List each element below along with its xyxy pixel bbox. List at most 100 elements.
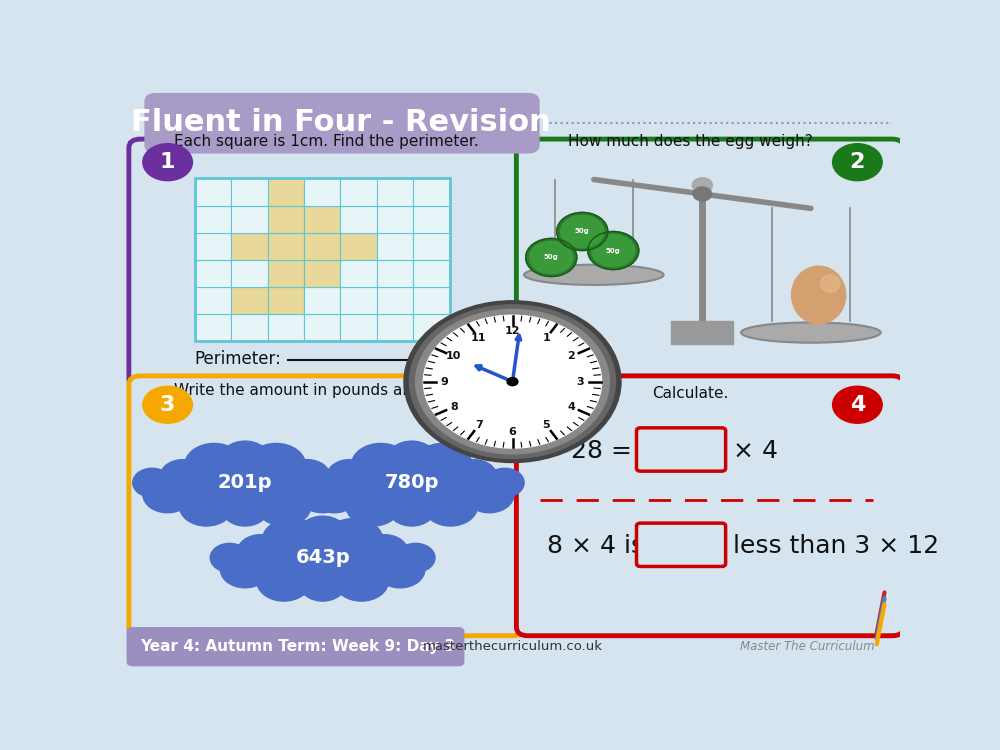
Text: 2: 2 <box>850 152 865 172</box>
Circle shape <box>344 536 409 585</box>
Text: 6: 6 <box>509 427 516 437</box>
Circle shape <box>143 386 192 423</box>
Text: 8 × 4 is: 8 × 4 is <box>547 534 644 558</box>
Circle shape <box>693 187 712 201</box>
Text: Fluent in Four - Revision: Fluent in Four - Revision <box>131 109 550 137</box>
Circle shape <box>346 485 400 526</box>
Circle shape <box>404 301 621 463</box>
Bar <box>231 260 268 287</box>
Circle shape <box>143 144 192 181</box>
Circle shape <box>185 443 244 488</box>
Ellipse shape <box>821 274 840 292</box>
Ellipse shape <box>792 266 846 324</box>
Bar <box>413 314 450 341</box>
Text: 28 =: 28 = <box>571 439 632 463</box>
FancyBboxPatch shape <box>637 524 726 566</box>
FancyBboxPatch shape <box>516 139 904 388</box>
Circle shape <box>325 461 390 510</box>
Ellipse shape <box>741 322 881 343</box>
Text: 4: 4 <box>567 402 575 412</box>
Circle shape <box>561 215 604 248</box>
Circle shape <box>236 536 301 585</box>
Circle shape <box>326 460 373 494</box>
Bar <box>268 260 304 287</box>
Bar <box>268 232 304 260</box>
FancyBboxPatch shape <box>127 627 464 666</box>
Bar <box>377 260 413 287</box>
Text: 12: 12 <box>505 326 520 336</box>
Text: 50g: 50g <box>544 254 559 260</box>
Text: Calculate.: Calculate. <box>653 386 729 400</box>
Text: 7: 7 <box>475 420 483 430</box>
Bar <box>413 260 450 287</box>
Circle shape <box>361 535 408 569</box>
Text: 643p: 643p <box>295 548 350 567</box>
Bar <box>268 206 304 232</box>
Circle shape <box>222 491 268 526</box>
Circle shape <box>464 476 514 513</box>
Bar <box>377 206 413 232</box>
Bar <box>413 232 450 260</box>
Circle shape <box>298 476 347 513</box>
Circle shape <box>530 242 573 274</box>
Bar <box>377 314 413 341</box>
Bar <box>195 232 231 260</box>
Circle shape <box>262 518 321 562</box>
FancyBboxPatch shape <box>144 93 540 154</box>
Circle shape <box>833 144 882 181</box>
Bar <box>231 287 268 314</box>
Bar <box>304 232 340 260</box>
Circle shape <box>423 315 602 448</box>
Text: 5: 5 <box>543 420 550 430</box>
Text: 50g: 50g <box>606 248 621 254</box>
Bar <box>413 287 450 314</box>
Circle shape <box>507 377 518 386</box>
Text: 1: 1 <box>160 152 175 172</box>
Circle shape <box>210 543 249 572</box>
Text: 1: 1 <box>542 333 550 343</box>
Bar <box>195 206 231 232</box>
Text: Write the amount in pounds and pence.: Write the amount in pounds and pence. <box>174 382 479 398</box>
Circle shape <box>351 443 410 488</box>
Bar <box>377 178 413 206</box>
Bar <box>340 232 377 260</box>
Bar <box>413 178 450 206</box>
Text: masterthecurriculum.co.uk: masterthecurriculum.co.uk <box>422 640 602 653</box>
Circle shape <box>413 443 472 488</box>
Text: Year 4: Autumn Term: Week 9: Day 3: Year 4: Autumn Term: Week 9: Day 3 <box>140 639 456 654</box>
Text: 9: 9 <box>441 376 449 387</box>
Bar <box>304 314 340 341</box>
Bar <box>195 178 450 341</box>
Bar <box>231 178 268 206</box>
Circle shape <box>324 518 383 562</box>
Circle shape <box>220 441 270 478</box>
Bar <box>268 314 304 341</box>
Bar <box>340 178 377 206</box>
Bar <box>413 206 450 232</box>
Text: 8: 8 <box>450 402 458 412</box>
Circle shape <box>257 485 311 526</box>
Circle shape <box>588 232 639 269</box>
Text: 3: 3 <box>576 376 584 387</box>
Bar <box>671 321 733 344</box>
Circle shape <box>423 485 478 526</box>
Circle shape <box>257 561 311 601</box>
FancyBboxPatch shape <box>129 139 524 388</box>
Circle shape <box>206 454 284 512</box>
Bar <box>231 232 268 260</box>
Text: 2: 2 <box>567 352 575 362</box>
Circle shape <box>267 461 332 510</box>
Bar <box>231 206 268 232</box>
Bar <box>231 314 268 341</box>
Circle shape <box>160 460 206 494</box>
Bar <box>195 260 231 287</box>
Text: 10: 10 <box>446 352 462 362</box>
Bar <box>304 260 340 287</box>
Bar <box>377 232 413 260</box>
Circle shape <box>284 460 330 494</box>
Text: less than 3 × 12: less than 3 × 12 <box>733 534 940 558</box>
Ellipse shape <box>524 265 664 285</box>
Circle shape <box>133 468 172 497</box>
Text: 201p: 201p <box>218 473 272 492</box>
Circle shape <box>298 516 347 554</box>
